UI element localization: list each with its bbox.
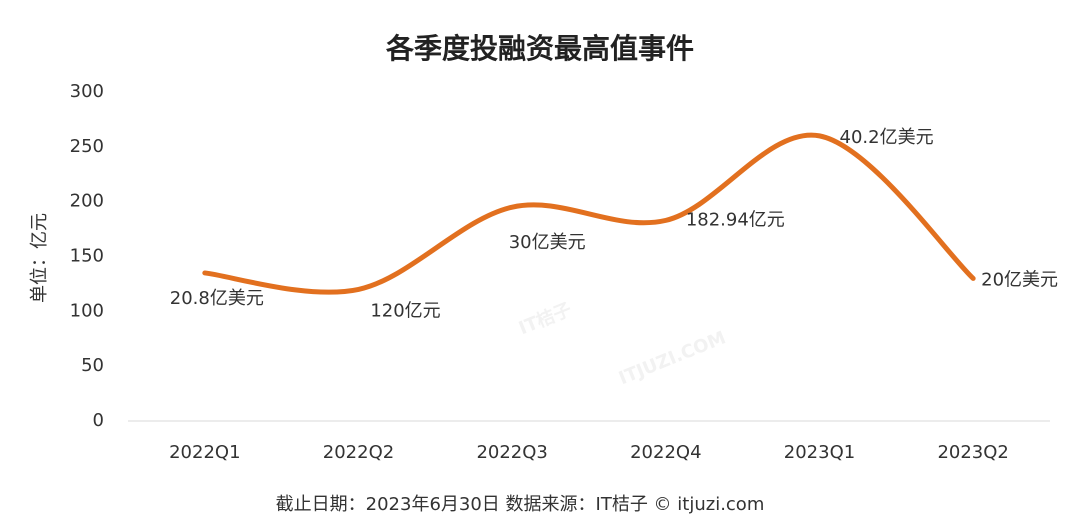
y-tick-label: 50 bbox=[81, 355, 104, 376]
y-tick-label: 300 bbox=[70, 81, 104, 102]
chart-title: 各季度投融资最高值事件 bbox=[385, 32, 694, 65]
y-tick-label: 0 bbox=[93, 410, 104, 431]
watermark: IT桔子 bbox=[516, 298, 575, 339]
x-tick-label: 2022Q3 bbox=[476, 442, 547, 463]
x-tick-label: 2022Q2 bbox=[323, 442, 394, 463]
y-tick-label: 100 bbox=[70, 300, 104, 321]
footer: 截止日期：2023年6月30日 数据来源：IT桔子 © itjuzi.com bbox=[276, 494, 765, 515]
data-label: 40.2亿美元 bbox=[840, 127, 934, 148]
y-tick-label: 250 bbox=[70, 136, 104, 157]
y-axis-label: 单位：亿元 bbox=[29, 213, 50, 303]
y-tick-label: 200 bbox=[70, 191, 104, 212]
y-tick-label: 150 bbox=[70, 246, 104, 267]
data-label: 120亿元 bbox=[370, 300, 440, 321]
data-label: 20亿美元 bbox=[981, 269, 1058, 290]
data-label: 182.94亿元 bbox=[686, 209, 785, 230]
x-tick-label: 2023Q1 bbox=[784, 442, 855, 463]
x-tick-label: 2023Q2 bbox=[937, 442, 1008, 463]
line bbox=[202, 132, 976, 295]
data-label: 20.8亿美元 bbox=[170, 288, 264, 309]
watermark: ITJUZI.COM bbox=[616, 327, 729, 389]
x-tick-label: 2022Q1 bbox=[169, 442, 240, 463]
x-tick-label: 2022Q4 bbox=[630, 442, 701, 463]
data-label: 30亿美元 bbox=[509, 232, 586, 253]
